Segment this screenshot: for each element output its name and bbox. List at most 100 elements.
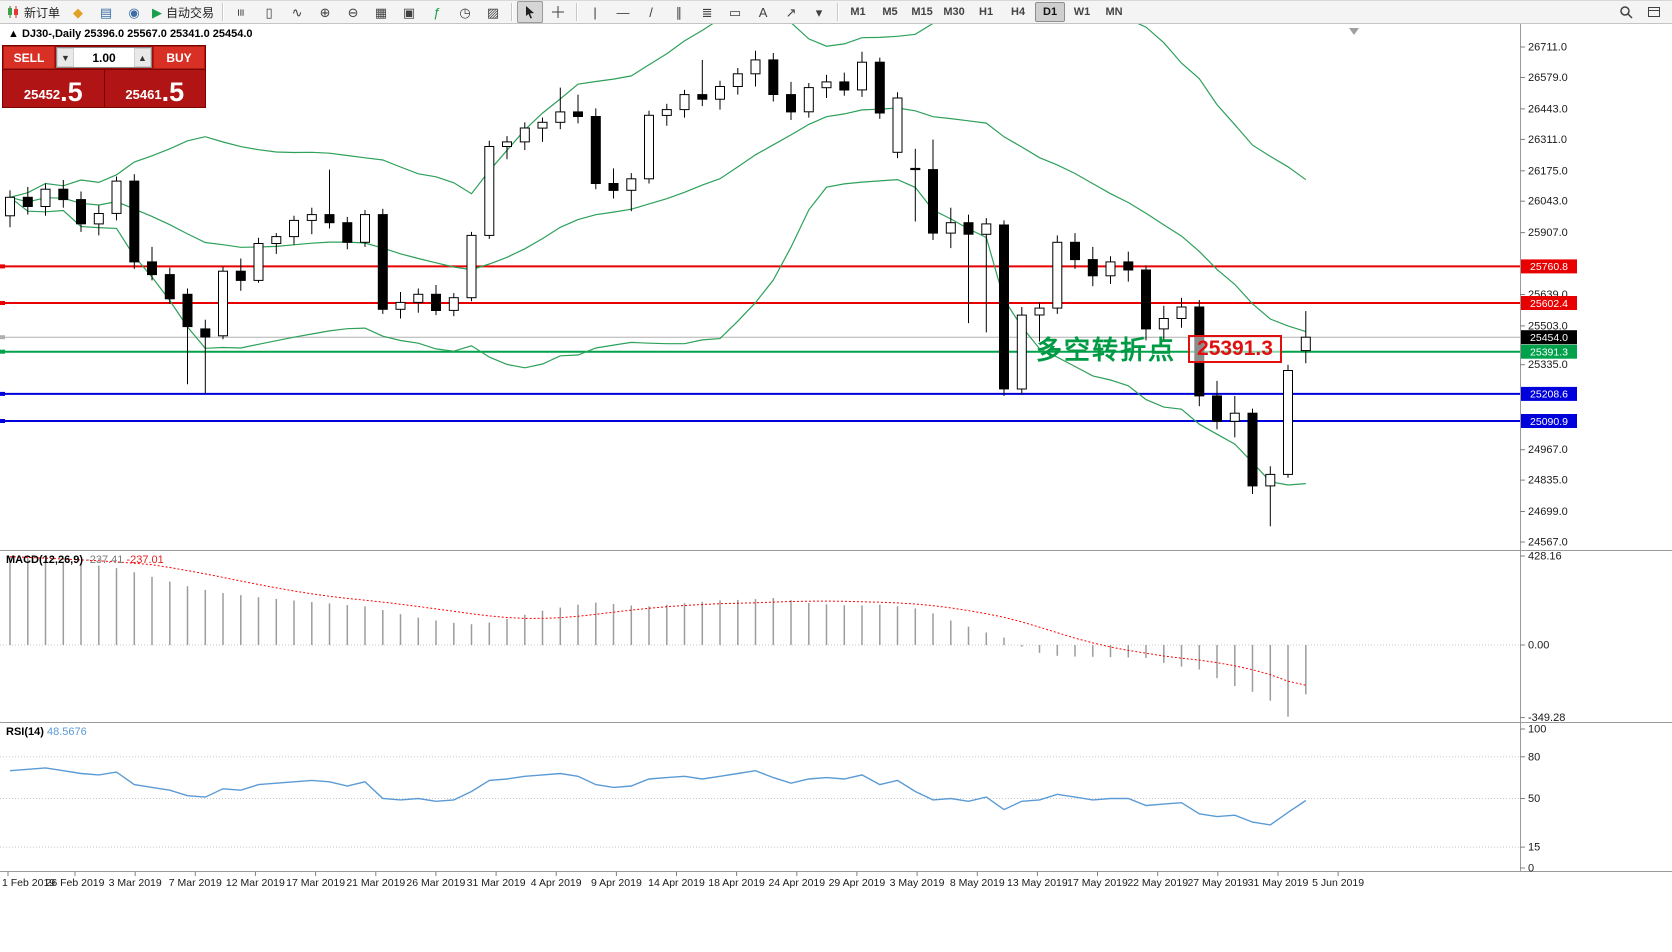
price-tick-label: 24835.0: [1528, 475, 1568, 487]
support-line[interactable]: [0, 391, 1520, 396]
profiles-icon: ◆: [73, 4, 84, 20]
templates-icon: ▨: [486, 4, 500, 20]
zoom-out-button[interactable]: ⊖: [340, 1, 366, 23]
window-layout-button[interactable]: [1641, 1, 1667, 23]
chart-annotation[interactable]: 多空转折点 25391.3: [1036, 330, 1282, 367]
horizontal-line-icon: —: [616, 4, 630, 20]
candle: [289, 215, 299, 245]
timeframe-m1-button[interactable]: M1: [850, 6, 866, 18]
candle: [235, 258, 246, 291]
timeframe-m5-button[interactable]: M5: [882, 6, 898, 18]
trendline-button[interactable]: /: [638, 1, 664, 23]
price-tick-label: 24967.0: [1528, 444, 1568, 456]
sell-price-big-digit: .5: [60, 77, 83, 108]
bollinger-lower-band: [9, 178, 1306, 486]
candle: [519, 122, 530, 150]
tile-windows-button[interactable]: ▦: [368, 1, 394, 23]
equidistant-channel-button[interactable]: ∥: [666, 1, 692, 23]
line-chart-button[interactable]: ∿: [284, 1, 310, 23]
magnifier-icon: [1619, 5, 1633, 19]
candle: [644, 110, 654, 184]
timeframe-h1-button[interactable]: H1: [979, 6, 994, 18]
new-chart-button[interactable]: ▣: [396, 1, 422, 23]
annotation-value-box: 25391.3: [1188, 334, 1282, 363]
chart-window[interactable]: ▲ DJ30-,Daily 25396.0 25567.0 25341.0 25…: [0, 24, 1672, 952]
toolbar-right-groups: [1612, 1, 1668, 23]
one-click-trade-panel: SELL ▼ 1.00 ▲ BUY 25452.5 25461.5: [2, 45, 206, 108]
objects-menu-button[interactable]: ▾: [806, 1, 832, 23]
candlestick-chart-button[interactable]: ▯: [256, 1, 282, 23]
crosshair-button[interactable]: [545, 1, 571, 23]
fibonacci-icon: ≣: [701, 4, 713, 20]
horizontal-line-button[interactable]: —: [610, 1, 636, 23]
templates-button[interactable]: ▨: [480, 1, 506, 23]
indicators-button[interactable]: ƒ: [424, 1, 450, 23]
data-window-button[interactable]: ◉: [121, 1, 147, 23]
arrow-objects-button[interactable]: ↗: [778, 1, 804, 23]
new-order-icon: [6, 5, 20, 19]
buy-price[interactable]: 25461.5: [105, 70, 206, 107]
rsi-label: RSI(14) 48.5676: [6, 726, 87, 738]
time-axis-label: 18 Apr 2019: [708, 877, 765, 889]
shapes-button[interactable]: ▭: [722, 1, 748, 23]
macd-label: MACD(12,26,9) -237.41 -237.01: [6, 554, 164, 566]
time-axis-label: 4 Apr 2019: [531, 877, 582, 889]
volume-increase-button[interactable]: ▲: [134, 48, 151, 67]
resistance-line[interactable]: [0, 301, 1520, 305]
zoom-in-button[interactable]: ⊕: [312, 1, 338, 23]
timeframe-w1-button[interactable]: W1: [1073, 6, 1091, 18]
volume-input[interactable]: 1.00: [92, 50, 116, 65]
new-order-button[interactable]: 新订单: [3, 1, 63, 23]
timeframe-m15-button[interactable]: M15: [911, 6, 933, 18]
bollinger-middle-band: [9, 107, 1306, 333]
price-chart[interactable]: ▲ DJ30-,Daily 25396.0 25567.0 25341.0 25…: [0, 24, 1672, 952]
sell-price[interactable]: 25452.5: [3, 70, 105, 107]
candle: [164, 267, 175, 304]
support-line-price-label: 25208.6: [1521, 386, 1577, 401]
candle: [1016, 307, 1027, 395]
timeframe-h4-button[interactable]: H4: [1011, 6, 1026, 18]
candle: [218, 266, 228, 340]
toolbar-left-groups: 新订单 ◆ ▤ ◉ ▶ 自动交易 ≡ ▯ ∿ ⊕ ⊖ ▦ ▣ ƒ ◷ ▨ | — / ∥ ≣ ▭ A ↗ ▾ M1 M5 M15 M30…: [2, 1, 1130, 23]
candle: [502, 136, 512, 160]
text-button[interactable]: A: [750, 1, 776, 23]
vertical-line-button[interactable]: |: [582, 1, 608, 23]
macd-signal-line: [9, 556, 1306, 686]
toolbar-separator: [576, 3, 578, 21]
current-price-line-price-label: 25454.0: [1521, 330, 1577, 345]
candle: [803, 83, 814, 118]
candle: [1087, 246, 1098, 287]
volume-stepper: ▼ 1.00 ▲: [56, 47, 152, 68]
timeframe-mn-button[interactable]: MN: [1105, 6, 1123, 18]
candle: [5, 190, 15, 228]
timeframe-d1-button[interactable]: D1: [1035, 2, 1066, 22]
time-axis-label: 3 Mar 2019: [109, 877, 162, 889]
time-axis-label: 21 Mar 2019: [346, 877, 405, 889]
scroll-marker-icon[interactable]: [1349, 28, 1359, 35]
chart-profiles-button[interactable]: ◆: [65, 1, 91, 23]
autotrading-button[interactable]: ▶ 自动交易: [149, 1, 217, 23]
pivot-line[interactable]: [0, 349, 1520, 354]
periods-icon: ◷: [459, 4, 471, 20]
periods-button[interactable]: ◷: [452, 1, 478, 23]
resistance-line[interactable]: [0, 264, 1520, 269]
candle: [1229, 395, 1240, 438]
market-watch-button[interactable]: ▤: [93, 1, 119, 23]
time-axis-label: 7 Mar 2019: [169, 877, 222, 889]
volume-decrease-button[interactable]: ▼: [57, 48, 74, 67]
data-window-icon: ◉: [128, 4, 140, 20]
support-line[interactable]: [0, 419, 1520, 423]
timeframe-m30-button[interactable]: M30: [943, 6, 965, 18]
search-button[interactable]: [1613, 1, 1639, 23]
annotation-text: 多空转折点: [1036, 335, 1177, 365]
candle: [413, 288, 424, 313]
candle: [910, 148, 921, 222]
candle: [608, 168, 619, 199]
cursor-button[interactable]: [517, 1, 544, 23]
time-axis-label: 3 May 2019: [890, 877, 945, 889]
bar-chart-button[interactable]: ≡: [228, 1, 254, 23]
line-anchor: [0, 264, 5, 269]
buy-button[interactable]: BUY: [153, 46, 205, 69]
fibonacci-button[interactable]: ≣: [694, 1, 720, 23]
sell-button[interactable]: SELL: [3, 46, 55, 69]
